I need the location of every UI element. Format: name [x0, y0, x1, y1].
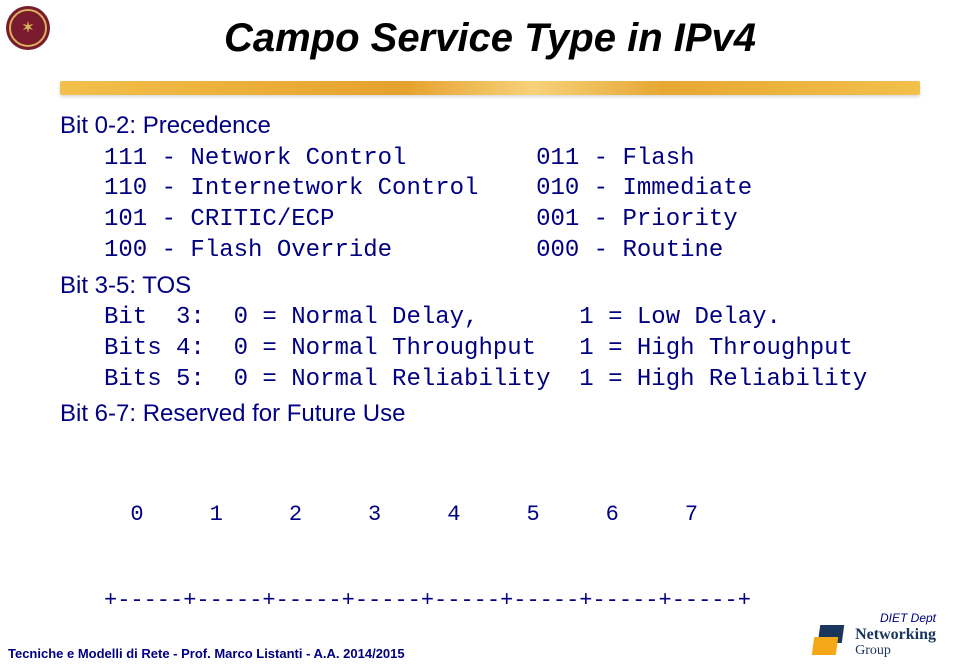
slide: ✶ Campo Service Type in IPv4 Bit 0-2: Pr… — [0, 0, 960, 667]
networking-group-logo: Networking Group — [809, 625, 936, 661]
precedence-heading: Bit 0-2: Precedence — [60, 111, 920, 142]
sapienza-logo: ✶ — [6, 6, 50, 50]
page-title: Campo Service Type in IPv4 — [60, 16, 920, 61]
footer-right: DIET Dept Networking Group — [809, 611, 936, 661]
content-block: Bit 0-2: Precedence 111 - Network Contro… — [60, 111, 920, 667]
footer: Tecniche e Modelli di Rete - Prof. Marco… — [0, 611, 960, 661]
reserved-heading: Bit 6-7: Reserved for Future Use — [60, 399, 920, 430]
title-underline — [60, 73, 920, 101]
precedence-rows: 111 - Network Control 011 - Flash 110 - … — [104, 144, 920, 267]
netgroup-icon — [809, 625, 849, 661]
netgroup-line1: Networking — [855, 626, 936, 643]
tos-rows: Bit 3: 0 = Normal Delay, 1 = Low Delay. … — [104, 303, 920, 395]
tos-heading: Bit 3-5: TOS — [60, 271, 920, 302]
diagram-header: 0 1 2 3 4 5 6 7 — [104, 501, 920, 530]
sapienza-logo-inner: ✶ — [9, 9, 47, 47]
netgroup-line2: Group — [855, 643, 891, 658]
netgroup-text: Networking Group — [855, 627, 936, 658]
footer-left-text: Tecniche e Modelli di Rete - Prof. Marco… — [8, 646, 405, 661]
footer-diet-label: DIET Dept — [809, 611, 936, 625]
